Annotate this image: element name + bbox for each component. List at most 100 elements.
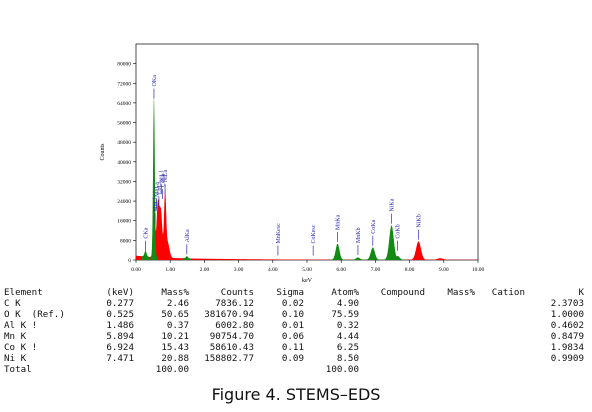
cell-k: 2.3703 xyxy=(550,298,584,309)
cell-kev: 1.486 xyxy=(106,320,134,331)
cell-counts: 6002.80 xyxy=(215,320,254,331)
cell-atom: 8.50 xyxy=(336,353,359,364)
y-tick-label: 24000 xyxy=(117,199,131,205)
col-compound-mass: Mass% xyxy=(447,287,475,298)
cell-kev: 5.894 xyxy=(106,331,134,342)
spectrum-peak-4 xyxy=(350,257,366,260)
cell-mass: 0.37 xyxy=(166,320,189,331)
peak-label: NiKb xyxy=(416,214,422,227)
eds-spectrum-chart: 0 8000 16000 24000 32000 40000 48000 56000 64000… xyxy=(100,43,485,284)
col-counts: Counts xyxy=(220,287,254,298)
table-header-row: Element (keV) Mass% Counts Sigma Atom% C… xyxy=(4,287,584,298)
peak-label: CoLl xyxy=(157,182,163,195)
x-tick-label: 9.00 xyxy=(439,267,449,273)
cell-mass: 15.43 xyxy=(161,342,189,353)
y-tick-label: 64000 xyxy=(117,101,131,107)
total-label: Total xyxy=(4,364,32,375)
y-tick-label: 0 xyxy=(128,258,131,264)
col-kev: (keV) xyxy=(106,287,134,298)
peak-label: MnLa xyxy=(155,182,161,197)
cell-element: C K xyxy=(4,298,21,309)
x-tick-label: 6.00 xyxy=(336,267,346,273)
peak-label: NiLl xyxy=(159,171,165,183)
table-row: Co K ! 6.924 15.43 58610.43 0.11 6.25 1.… xyxy=(4,342,584,353)
cell-atom: 4.44 xyxy=(336,331,359,342)
col-atom: Atom% xyxy=(331,287,359,298)
cell-k: 1.9834 xyxy=(550,342,584,353)
x-tick-label: 4.00 xyxy=(268,267,278,273)
col-cation: Cation xyxy=(491,287,525,298)
peak-label: MnKesc xyxy=(276,223,282,244)
cell-mass: 20.88 xyxy=(161,353,189,364)
cell-sigma: 0.06 xyxy=(281,331,304,342)
x-tick-label: 10.00 xyxy=(472,267,485,273)
table-row: O K (Ref.) 0.525 50.65 381670.94 0.10 75… xyxy=(4,309,584,320)
figure-caption: Figure 4. STEMS–EDS xyxy=(211,385,381,404)
total-mass: 100.00 xyxy=(155,364,189,375)
spectrum-peak-7 xyxy=(389,256,406,260)
x-tick-label: 1.00 xyxy=(165,267,175,273)
peak-label: AlKa xyxy=(185,229,191,242)
cell-atom: 4.90 xyxy=(336,298,359,309)
cell-kev: 0.277 xyxy=(106,298,134,309)
y-tick-label: 56000 xyxy=(117,121,131,127)
x-tick-label: 3.00 xyxy=(234,267,244,273)
table-total-row: Total 100.00 100.00 xyxy=(4,364,584,375)
cell-element: O K (Ref.) xyxy=(4,309,65,320)
cell-mass: 10.21 xyxy=(161,331,189,342)
cell-sigma: 0.11 xyxy=(281,342,304,353)
x-tick-label: 8.00 xyxy=(405,267,415,273)
cell-element: Al K ! xyxy=(4,320,38,331)
cell-sigma: 0.01 xyxy=(281,320,304,331)
cell-mass: 50.65 xyxy=(161,309,189,320)
cell-sigma: 0.09 xyxy=(281,353,304,364)
col-k: K xyxy=(578,287,584,298)
spectrum-peak-6 xyxy=(382,225,401,260)
y-tick-label: 8000 xyxy=(120,238,131,244)
y-axis-title: Counts xyxy=(100,143,106,161)
y-tick-label: 48000 xyxy=(117,140,131,146)
col-mass: Mass% xyxy=(161,287,189,298)
table-row: C K 0.277 2.46 7836.12 0.02 4.90 2.3703 xyxy=(4,298,584,309)
cell-atom: 75.59 xyxy=(331,309,359,320)
cell-element: Co K ! xyxy=(4,342,38,353)
cell-counts: 90754.70 xyxy=(209,331,254,342)
total-atom: 100.00 xyxy=(325,364,359,375)
peak-label: CoLa xyxy=(161,173,167,187)
col-element: Element xyxy=(4,287,43,298)
cell-sigma: 0.10 xyxy=(281,309,304,320)
cell-counts: 381670.94 xyxy=(204,309,254,320)
peak-label: CoKa xyxy=(371,219,377,233)
x-tick-label: 7.00 xyxy=(371,267,381,273)
spectrum-peak-3 xyxy=(330,243,346,260)
cell-sigma: 0.02 xyxy=(281,298,304,309)
y-tick-label: 16000 xyxy=(117,219,131,225)
cell-kev: 0.525 xyxy=(106,309,134,320)
cell-k: 1.0000 xyxy=(550,309,584,320)
y-tick-label: 40000 xyxy=(117,160,131,166)
cell-kev: 7.471 xyxy=(106,353,134,364)
cell-element: Mn K xyxy=(4,331,27,342)
cell-atom: 6.25 xyxy=(336,342,359,353)
cell-mass: 2.46 xyxy=(166,298,189,309)
spectrum-peak-5 xyxy=(364,247,382,260)
cell-k: 0.8479 xyxy=(550,331,584,342)
cell-k: 0.9909 xyxy=(550,353,584,364)
table-row: Mn K 5.894 10.21 90754.70 0.06 4.44 0.84… xyxy=(4,331,584,342)
x-tick-label: 2.00 xyxy=(200,267,210,273)
peak-label: MnKb xyxy=(356,227,362,243)
peak-label: CKa xyxy=(143,227,149,238)
x-tick-label: 5.00 xyxy=(302,267,312,273)
peak-label: MnKa xyxy=(336,214,342,230)
cell-counts: 58610.43 xyxy=(209,342,254,353)
cell-kev: 6.924 xyxy=(106,342,134,353)
peak-label: CoKb xyxy=(396,224,402,238)
peak-label: OKa xyxy=(152,75,158,87)
cell-element: Ni K xyxy=(4,353,27,364)
col-sigma: Sigma xyxy=(276,287,304,298)
peak-label: NiLa xyxy=(163,170,169,183)
peak-label: MnLl xyxy=(153,198,159,212)
y-tick-label: 32000 xyxy=(117,179,131,185)
cell-counts: 7836.12 xyxy=(215,298,254,309)
spectrum-peak-1 xyxy=(141,250,150,260)
